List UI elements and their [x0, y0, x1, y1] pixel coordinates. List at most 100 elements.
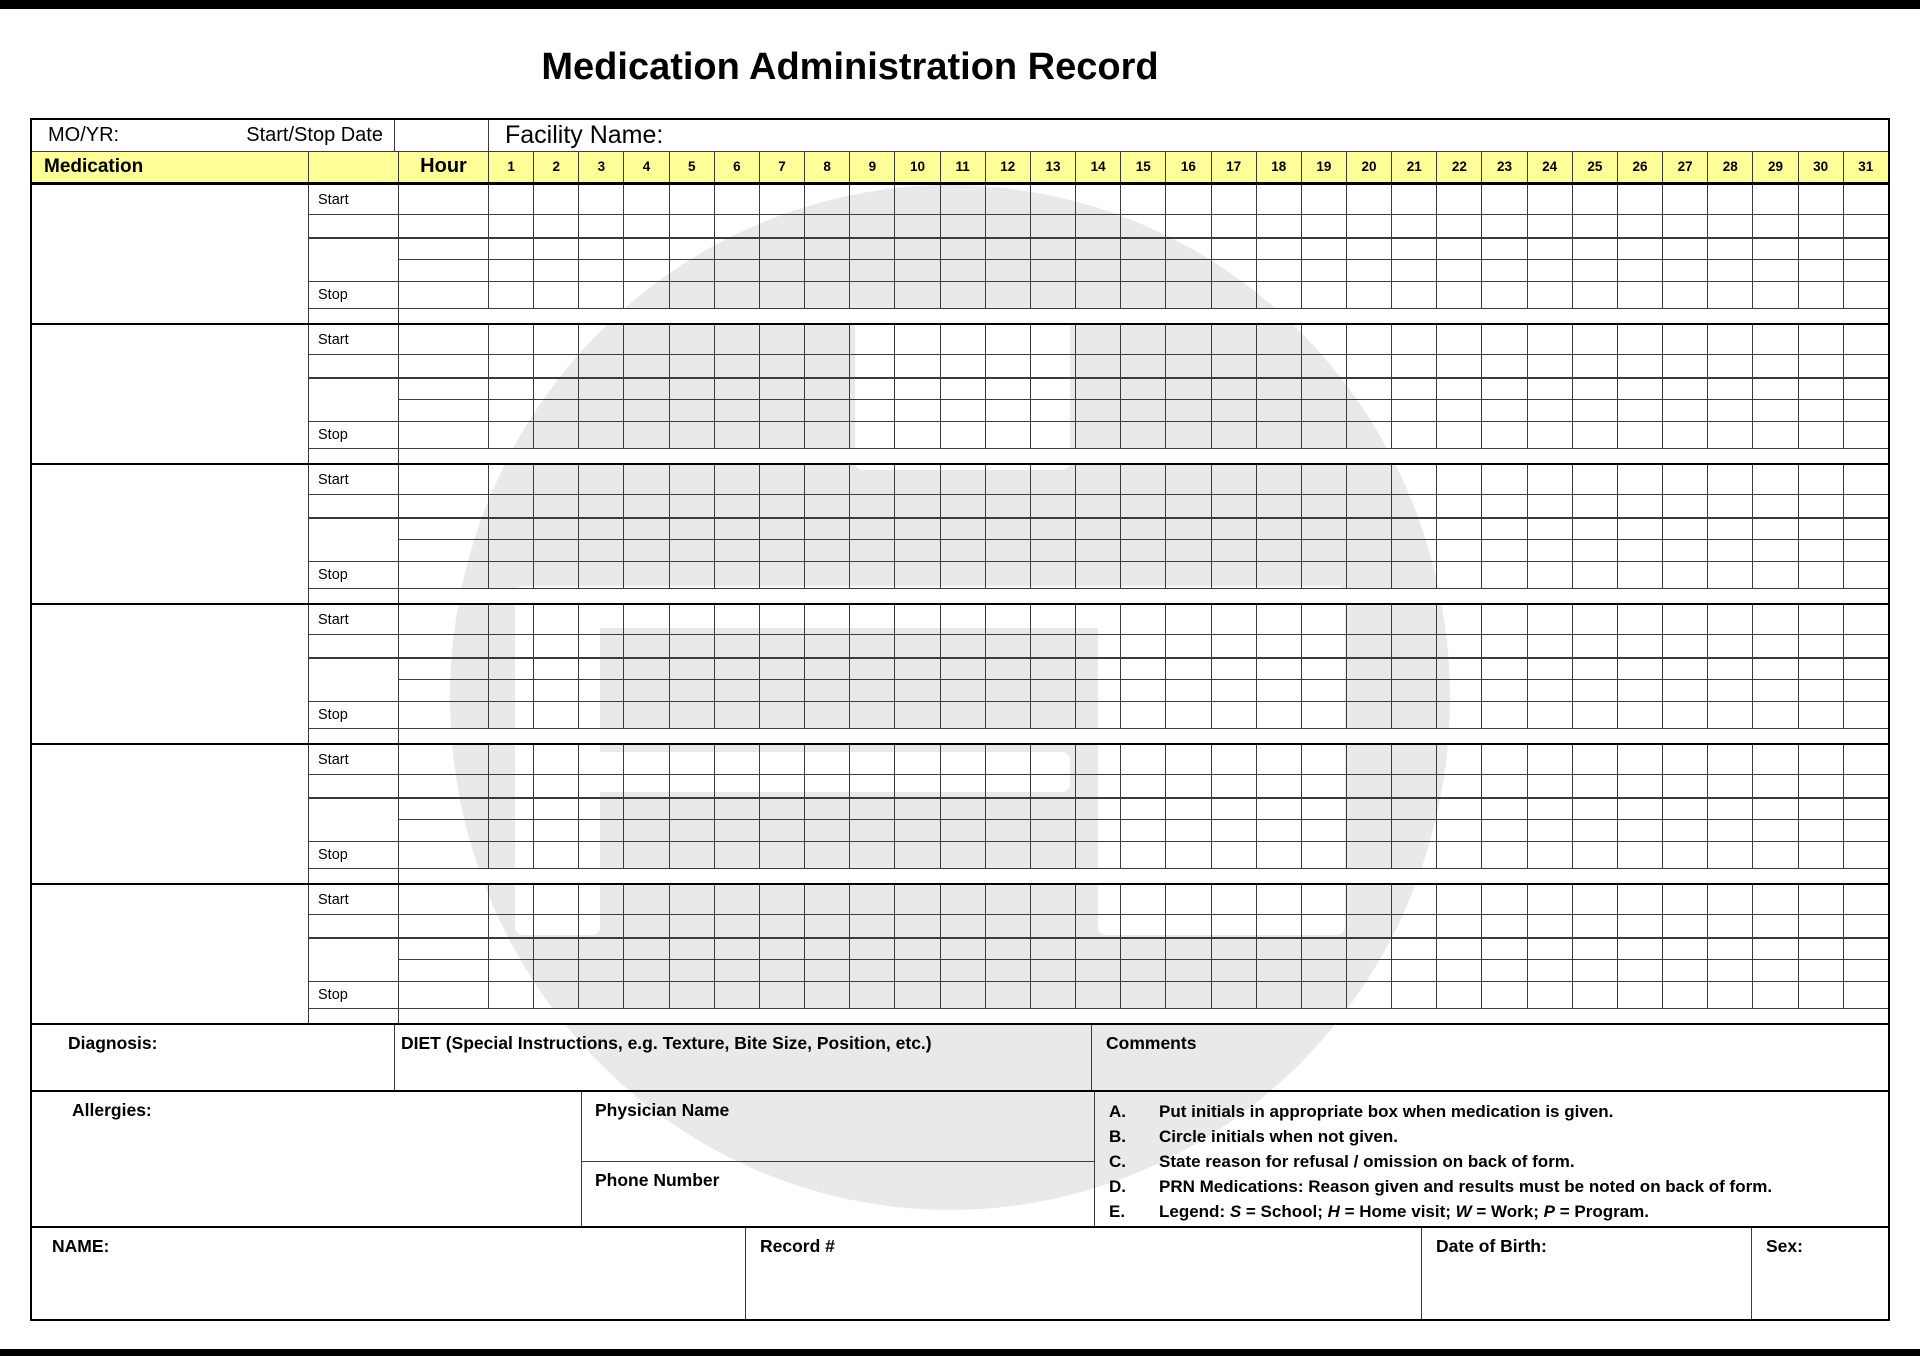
- day-cell[interactable]: [670, 915, 715, 937]
- day-cell[interactable]: [1257, 562, 1302, 588]
- day-cell[interactable]: [1392, 680, 1438, 701]
- day-cell[interactable]: [1573, 605, 1618, 634]
- day-cell[interactable]: [1573, 960, 1618, 981]
- day-cell[interactable]: [1573, 400, 1618, 421]
- day-cell[interactable]: [1302, 325, 1347, 354]
- day-cell[interactable]: [1437, 960, 1483, 981]
- day-cell[interactable]: [760, 495, 806, 517]
- day-cell[interactable]: [1663, 939, 1709, 959]
- day-cell[interactable]: [579, 519, 625, 539]
- day-cell[interactable]: [534, 239, 580, 259]
- day-cell[interactable]: [1031, 540, 1077, 561]
- day-cell[interactable]: [1437, 519, 1483, 539]
- hour-cell[interactable]: [399, 400, 489, 421]
- day-cell[interactable]: [1573, 495, 1618, 517]
- day-cell[interactable]: [579, 605, 625, 634]
- day-cell[interactable]: [534, 379, 580, 399]
- day-cell[interactable]: [1121, 982, 1167, 1008]
- day-cell[interactable]: [1031, 842, 1077, 868]
- day-cell[interactable]: [1347, 885, 1393, 914]
- day-cell[interactable]: [1166, 842, 1212, 868]
- day-cell[interactable]: [1347, 659, 1393, 679]
- day-cell[interactable]: [715, 325, 760, 354]
- day-cell[interactable]: [1212, 260, 1257, 281]
- day-cell[interactable]: [850, 842, 896, 868]
- day-cell[interactable]: [1121, 775, 1167, 797]
- day-cell[interactable]: [1663, 745, 1709, 774]
- day-cell[interactable]: [850, 185, 896, 214]
- day-cell[interactable]: [489, 680, 535, 701]
- day-cell[interactable]: [1708, 799, 1754, 819]
- day-cell[interactable]: [1212, 282, 1257, 308]
- day-cell[interactable]: [579, 960, 625, 981]
- day-cell[interactable]: [1031, 282, 1077, 308]
- day-cell[interactable]: [489, 282, 535, 308]
- day-cell[interactable]: [1212, 885, 1257, 914]
- day-cell[interactable]: [579, 635, 625, 657]
- day-cell[interactable]: [715, 702, 760, 728]
- day-cell[interactable]: [1573, 355, 1618, 377]
- day-cell[interactable]: [1753, 842, 1799, 868]
- day-cell[interactable]: [1437, 185, 1483, 214]
- day-cell[interactable]: [534, 939, 580, 959]
- day-cell[interactable]: [1347, 519, 1393, 539]
- day-cell[interactable]: [1708, 659, 1754, 679]
- day-cell[interactable]: [1166, 465, 1212, 494]
- day-cell[interactable]: [715, 775, 760, 797]
- day-cell[interactable]: [1347, 605, 1393, 634]
- day-cell[interactable]: [1257, 422, 1302, 448]
- day-cell[interactable]: [579, 325, 625, 354]
- day-cell[interactable]: [670, 495, 715, 517]
- day-cell[interactable]: [579, 562, 625, 588]
- day-cell[interactable]: [1166, 495, 1212, 517]
- day-cell[interactable]: [1031, 465, 1077, 494]
- day-cell[interactable]: [1212, 745, 1257, 774]
- day-cell[interactable]: [1257, 820, 1302, 841]
- day-cell[interactable]: [941, 355, 986, 377]
- hour-cell[interactable]: [399, 260, 489, 281]
- day-cell[interactable]: [1302, 799, 1347, 819]
- day-cell[interactable]: [1302, 982, 1347, 1008]
- day-cell[interactable]: [805, 540, 851, 561]
- day-cell[interactable]: [1392, 540, 1438, 561]
- day-cell[interactable]: [805, 842, 851, 868]
- day-cell[interactable]: [850, 605, 896, 634]
- day-cell[interactable]: [579, 842, 625, 868]
- day-cell[interactable]: [1392, 495, 1438, 517]
- phone-number-cell[interactable]: Phone Number: [582, 1162, 1094, 1226]
- day-cell[interactable]: [1437, 562, 1483, 588]
- day-cell[interactable]: [986, 885, 1031, 914]
- day-cell[interactable]: [1844, 842, 1888, 868]
- day-cell[interactable]: [489, 799, 535, 819]
- day-cell[interactable]: [1166, 400, 1212, 421]
- day-cell[interactable]: [760, 702, 806, 728]
- day-cell[interactable]: [1257, 702, 1302, 728]
- day-cell[interactable]: [1302, 422, 1347, 448]
- day-cell[interactable]: [850, 745, 896, 774]
- day-cell[interactable]: [1302, 465, 1347, 494]
- hour-cell[interactable]: [399, 842, 489, 868]
- day-cell[interactable]: [1166, 915, 1212, 937]
- day-cell[interactable]: [624, 282, 670, 308]
- day-cell[interactable]: [986, 519, 1031, 539]
- day-cell[interactable]: [670, 605, 715, 634]
- day-cell[interactable]: [1753, 465, 1799, 494]
- day-cell[interactable]: [1166, 282, 1212, 308]
- day-cell[interactable]: [850, 519, 896, 539]
- day-cell[interactable]: [1844, 282, 1888, 308]
- day-cell[interactable]: [805, 355, 851, 377]
- day-cell[interactable]: [805, 702, 851, 728]
- day-cell[interactable]: [986, 260, 1031, 281]
- day-cell[interactable]: [624, 680, 670, 701]
- day-cell[interactable]: [1347, 465, 1393, 494]
- day-cell[interactable]: [1437, 680, 1483, 701]
- day-cell[interactable]: [1166, 820, 1212, 841]
- header-blank-cell[interactable]: [395, 120, 489, 151]
- day-cell[interactable]: [1076, 659, 1122, 679]
- day-cell[interactable]: [1166, 562, 1212, 588]
- day-cell[interactable]: [1482, 519, 1528, 539]
- day-cell[interactable]: [1166, 775, 1212, 797]
- day-cell[interactable]: [1121, 260, 1167, 281]
- day-cell[interactable]: [1166, 982, 1212, 1008]
- day-cell[interactable]: [1437, 325, 1483, 354]
